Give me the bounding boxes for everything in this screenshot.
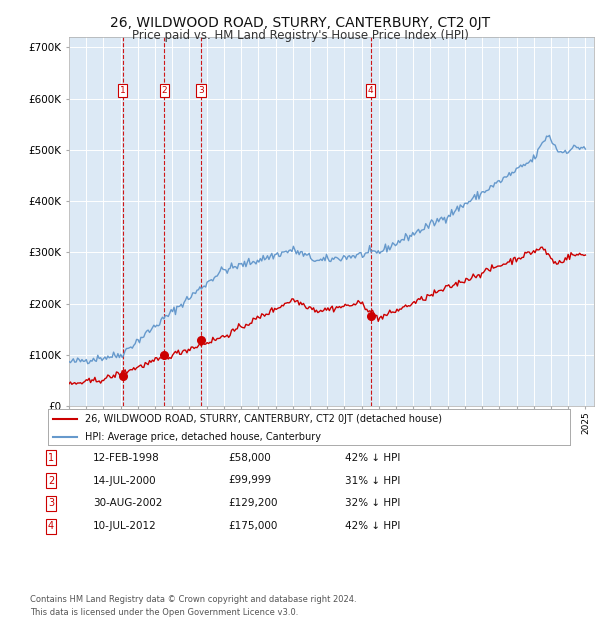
Text: £58,000: £58,000 xyxy=(228,453,271,463)
Text: 26, WILDWOOD ROAD, STURRY, CANTERBURY, CT2 0JT (detached house): 26, WILDWOOD ROAD, STURRY, CANTERBURY, C… xyxy=(85,414,442,424)
Text: Contains HM Land Registry data © Crown copyright and database right 2024.
This d: Contains HM Land Registry data © Crown c… xyxy=(30,595,356,617)
Text: 31% ↓ HPI: 31% ↓ HPI xyxy=(345,476,400,485)
Text: £99,999: £99,999 xyxy=(228,476,271,485)
Text: 26, WILDWOOD ROAD, STURRY, CANTERBURY, CT2 0JT: 26, WILDWOOD ROAD, STURRY, CANTERBURY, C… xyxy=(110,16,490,30)
Text: 42% ↓ HPI: 42% ↓ HPI xyxy=(345,453,400,463)
Text: 1: 1 xyxy=(48,453,54,463)
Text: 2: 2 xyxy=(161,86,167,95)
Text: 32% ↓ HPI: 32% ↓ HPI xyxy=(345,498,400,508)
Text: 10-JUL-2012: 10-JUL-2012 xyxy=(93,521,157,531)
Text: HPI: Average price, detached house, Canterbury: HPI: Average price, detached house, Cant… xyxy=(85,432,320,442)
Text: 14-JUL-2000: 14-JUL-2000 xyxy=(93,476,157,485)
Text: 4: 4 xyxy=(48,521,54,531)
Text: £129,200: £129,200 xyxy=(228,498,277,508)
Text: 3: 3 xyxy=(48,498,54,508)
Text: 1: 1 xyxy=(120,86,125,95)
Text: 3: 3 xyxy=(198,86,204,95)
Text: Price paid vs. HM Land Registry's House Price Index (HPI): Price paid vs. HM Land Registry's House … xyxy=(131,29,469,42)
Text: 30-AUG-2002: 30-AUG-2002 xyxy=(93,498,163,508)
Text: 2: 2 xyxy=(48,476,54,485)
Text: 42% ↓ HPI: 42% ↓ HPI xyxy=(345,521,400,531)
Text: 4: 4 xyxy=(368,86,373,95)
Text: 12-FEB-1998: 12-FEB-1998 xyxy=(93,453,160,463)
Text: £175,000: £175,000 xyxy=(228,521,277,531)
